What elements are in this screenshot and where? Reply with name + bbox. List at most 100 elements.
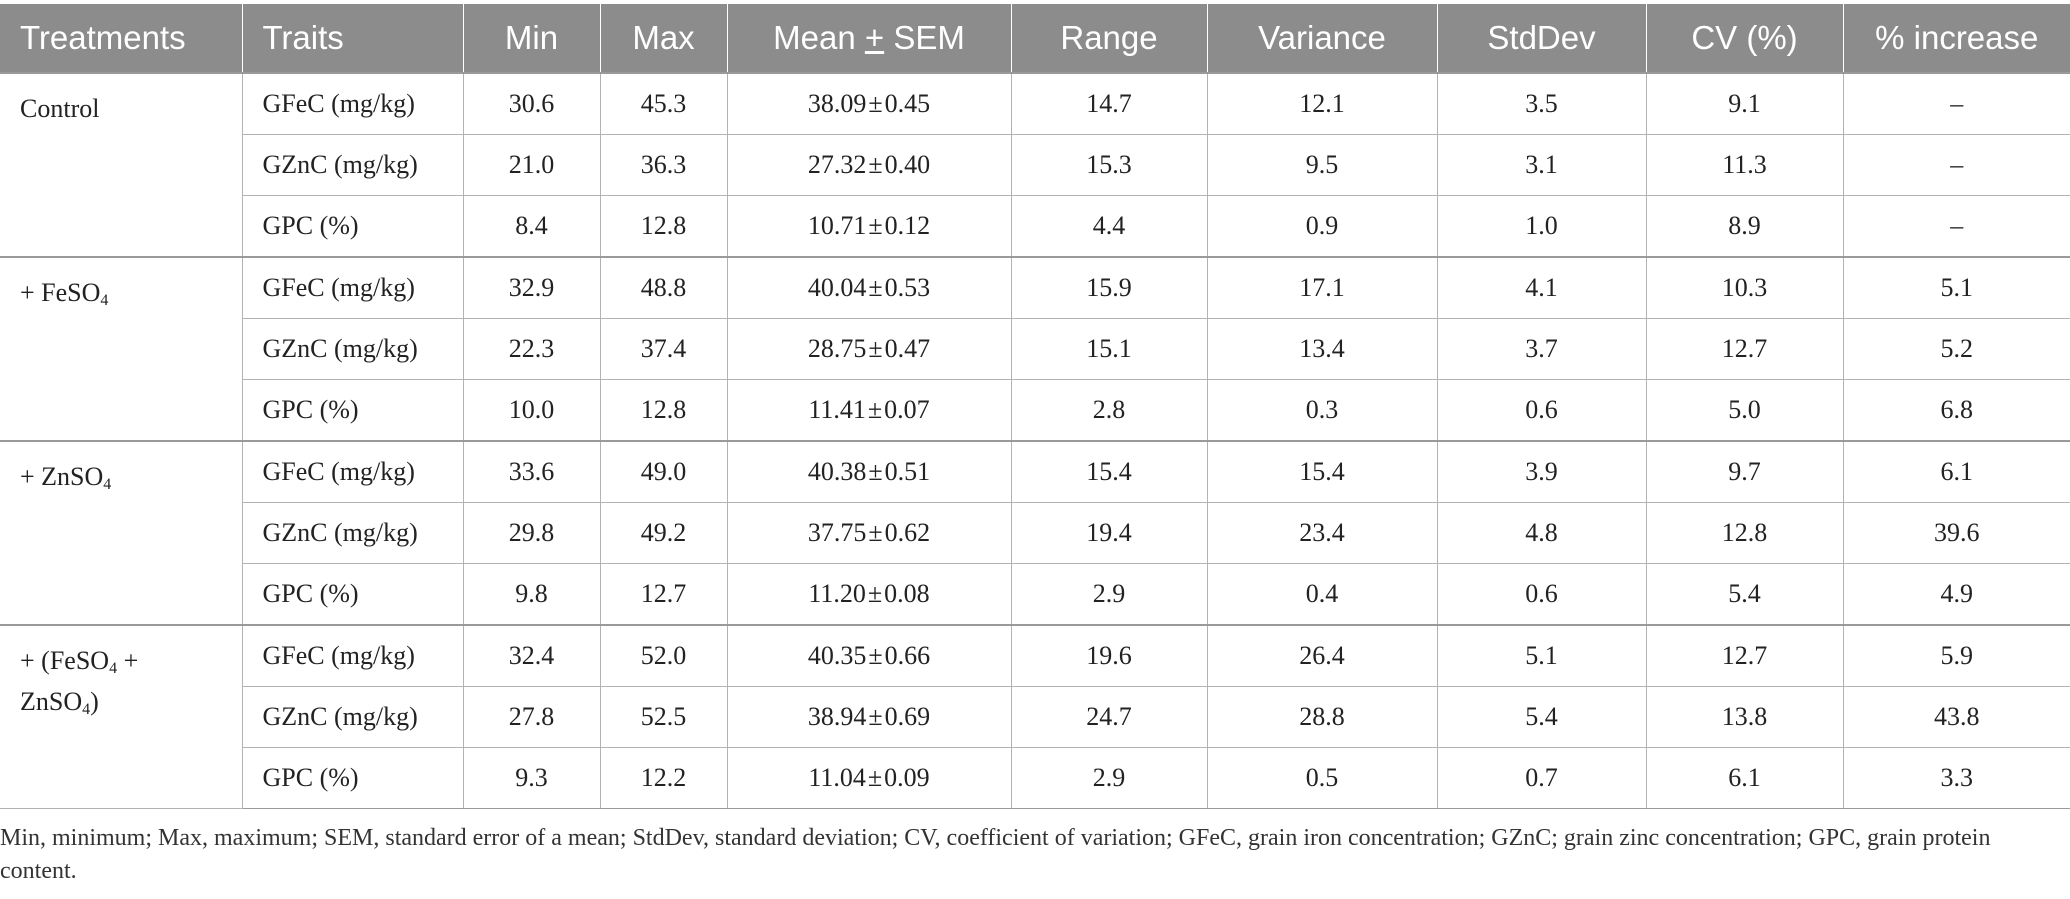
mean-value: 40.38 <box>807 457 867 486</box>
header-traits: Traits <box>241 4 463 73</box>
treatment-name-text: + <box>117 646 139 675</box>
mean-sem-cell: 38.94±0.69 <box>726 686 1012 748</box>
plus-minus-sign: ± <box>868 518 883 547</box>
min-cell: 33.6 <box>462 440 601 503</box>
plus-minus-sign: ± <box>867 579 883 608</box>
treatment-name-text: ) <box>90 687 99 716</box>
treatment-name-text: Control <box>20 94 100 123</box>
increase-cell: 43.8 <box>1842 686 2070 748</box>
treatment-name: + ZnSO4 <box>0 440 243 626</box>
min-cell: 27.8 <box>462 686 601 748</box>
mean-sem-cell: 40.04±0.53 <box>726 256 1012 319</box>
min-cell: 29.8 <box>462 502 601 564</box>
stddev-cell: 4.8 <box>1436 502 1647 564</box>
plus-minus-sign: ± <box>868 702 883 731</box>
max-cell: 52.0 <box>599 624 728 687</box>
increase-cell: 5.1 <box>1842 256 2070 319</box>
variance-cell: 12.1 <box>1206 72 1438 135</box>
min-cell: 21.0 <box>462 134 601 196</box>
mean-value: 11.04 <box>808 763 866 792</box>
min-cell: 32.4 <box>462 624 601 687</box>
plus-minus-sign: ± <box>867 395 883 424</box>
increase-cell: 6.8 <box>1842 379 2070 442</box>
increase-cell: 4.9 <box>1842 563 2070 626</box>
sem-value: 0.40 <box>884 150 931 179</box>
mean-sem-cell: 40.38±0.51 <box>726 440 1012 503</box>
stddev-cell: 5.4 <box>1436 686 1647 748</box>
header-increase: % increase <box>1842 4 2070 73</box>
variance-cell: 28.8 <box>1206 686 1438 748</box>
header-row: Treatments Traits Min Max Mean + SEM Ran… <box>0 4 2070 73</box>
treatment-name-text: + FeSO <box>20 278 101 307</box>
stddev-cell: 3.1 <box>1436 134 1647 196</box>
increase-cell: – <box>1842 72 2070 135</box>
table-row: GPC (%) 9.3 12.2 11.04±0.09 2.9 0.5 0.7 6.1 3.3 <box>0 747 2070 809</box>
range-cell: 19.6 <box>1010 624 1208 687</box>
trait-cell: GFeC (mg/kg) <box>241 72 464 135</box>
table-row: GZnC (mg/kg) 22.3 37.4 28.75±0.47 15.1 13.4 3.… <box>0 318 2070 380</box>
cv-cell: 5.4 <box>1645 563 1844 626</box>
chemical-subscript: 4 <box>100 292 109 309</box>
plus-minus-sign: ± <box>868 89 883 118</box>
max-cell: 45.3 <box>599 72 728 135</box>
treatment-name-text: ZnSO <box>20 687 83 716</box>
variance-cell: 0.9 <box>1206 195 1438 258</box>
mean-value: 10.71 <box>807 211 867 240</box>
stddev-cell: 0.6 <box>1436 563 1647 626</box>
max-cell: 48.8 <box>599 256 728 319</box>
range-cell: 15.3 <box>1010 134 1208 196</box>
mean-sem-cell: 27.32±0.40 <box>726 134 1012 196</box>
cv-cell: 12.7 <box>1645 624 1844 687</box>
mean-value: 37.75 <box>807 518 867 547</box>
plus-minus-sign: ± <box>868 457 883 486</box>
table-header: Treatments Traits Min Max Mean + SEM Ran… <box>0 4 2070 73</box>
mean-sem-cell: 37.75±0.62 <box>726 502 1012 564</box>
mean-value: 40.35 <box>807 641 867 670</box>
min-cell: 10.0 <box>462 379 601 442</box>
table-container: Treatments Traits Min Max Mean + SEM Ran… <box>0 4 2070 809</box>
cv-cell: 5.0 <box>1645 379 1844 442</box>
sem-value: 0.53 <box>884 273 931 302</box>
variance-cell: 26.4 <box>1206 624 1438 687</box>
header-plus-sign: + <box>864 19 885 56</box>
header-mean-label: Mean <box>773 19 865 56</box>
header-cv: CV (%) <box>1645 4 1843 73</box>
plus-minus-sign: ± <box>868 273 883 302</box>
stddev-cell: 1.0 <box>1436 195 1647 258</box>
table-row: + FeSO4 GFeC (mg/kg) 32.9 48.8 40.04±0.53 15.… <box>0 256 2070 442</box>
variance-cell: 0.4 <box>1206 563 1438 626</box>
increase-cell: 5.2 <box>1842 318 2070 380</box>
sem-value: 0.69 <box>884 702 931 731</box>
min-cell: 9.8 <box>462 563 601 626</box>
treatment-name-line: + FeSO4 <box>20 272 242 313</box>
mean-sem-cell: 11.41±0.07 <box>726 379 1012 442</box>
max-cell: 36.3 <box>599 134 728 196</box>
min-cell: 9.3 <box>462 747 601 809</box>
mean-value: 38.09 <box>807 89 867 118</box>
plus-minus-sign: ± <box>868 641 883 670</box>
table-row: GPC (%) 8.4 12.8 10.71±0.12 4.4 0.9 1.0 8.9– <box>0 195 2070 258</box>
cv-cell: 12.7 <box>1645 318 1844 380</box>
trait-cell: GPC (%) <box>241 747 464 809</box>
trait-cell: GFeC (mg/kg) <box>241 256 464 319</box>
max-cell: 12.8 <box>599 195 728 258</box>
variance-cell: 0.5 <box>1206 747 1438 809</box>
table-row: GPC (%) 9.8 12.7 11.20±0.08 2.9 0.4 0.6 5.4 4.9 <box>0 563 2070 626</box>
sem-value: 0.51 <box>884 457 931 486</box>
cv-cell: 9.7 <box>1645 440 1844 503</box>
increase-cell: 6.1 <box>1842 440 2070 503</box>
plus-minus-sign: ± <box>868 211 883 240</box>
treatment-name: + (FeSO4 + ZnSO4) <box>0 624 243 809</box>
range-cell: 2.8 <box>1010 379 1208 442</box>
increase-cell: 39.6 <box>1842 502 2070 564</box>
cv-cell: 12.8 <box>1645 502 1844 564</box>
cv-cell: 13.8 <box>1645 686 1844 748</box>
table-row: + ZnSO4 GFeC (mg/kg) 33.6 49.0 40.38±0.51 15.… <box>0 440 2070 626</box>
max-cell: 12.8 <box>599 379 728 442</box>
variance-cell: 9.5 <box>1206 134 1438 196</box>
trait-cell: GPC (%) <box>241 563 464 626</box>
plus-minus-sign: ± <box>868 334 883 363</box>
plus-minus-sign: ± <box>867 763 883 792</box>
mean-value: 40.04 <box>807 273 867 302</box>
range-cell: 15.4 <box>1010 440 1208 503</box>
